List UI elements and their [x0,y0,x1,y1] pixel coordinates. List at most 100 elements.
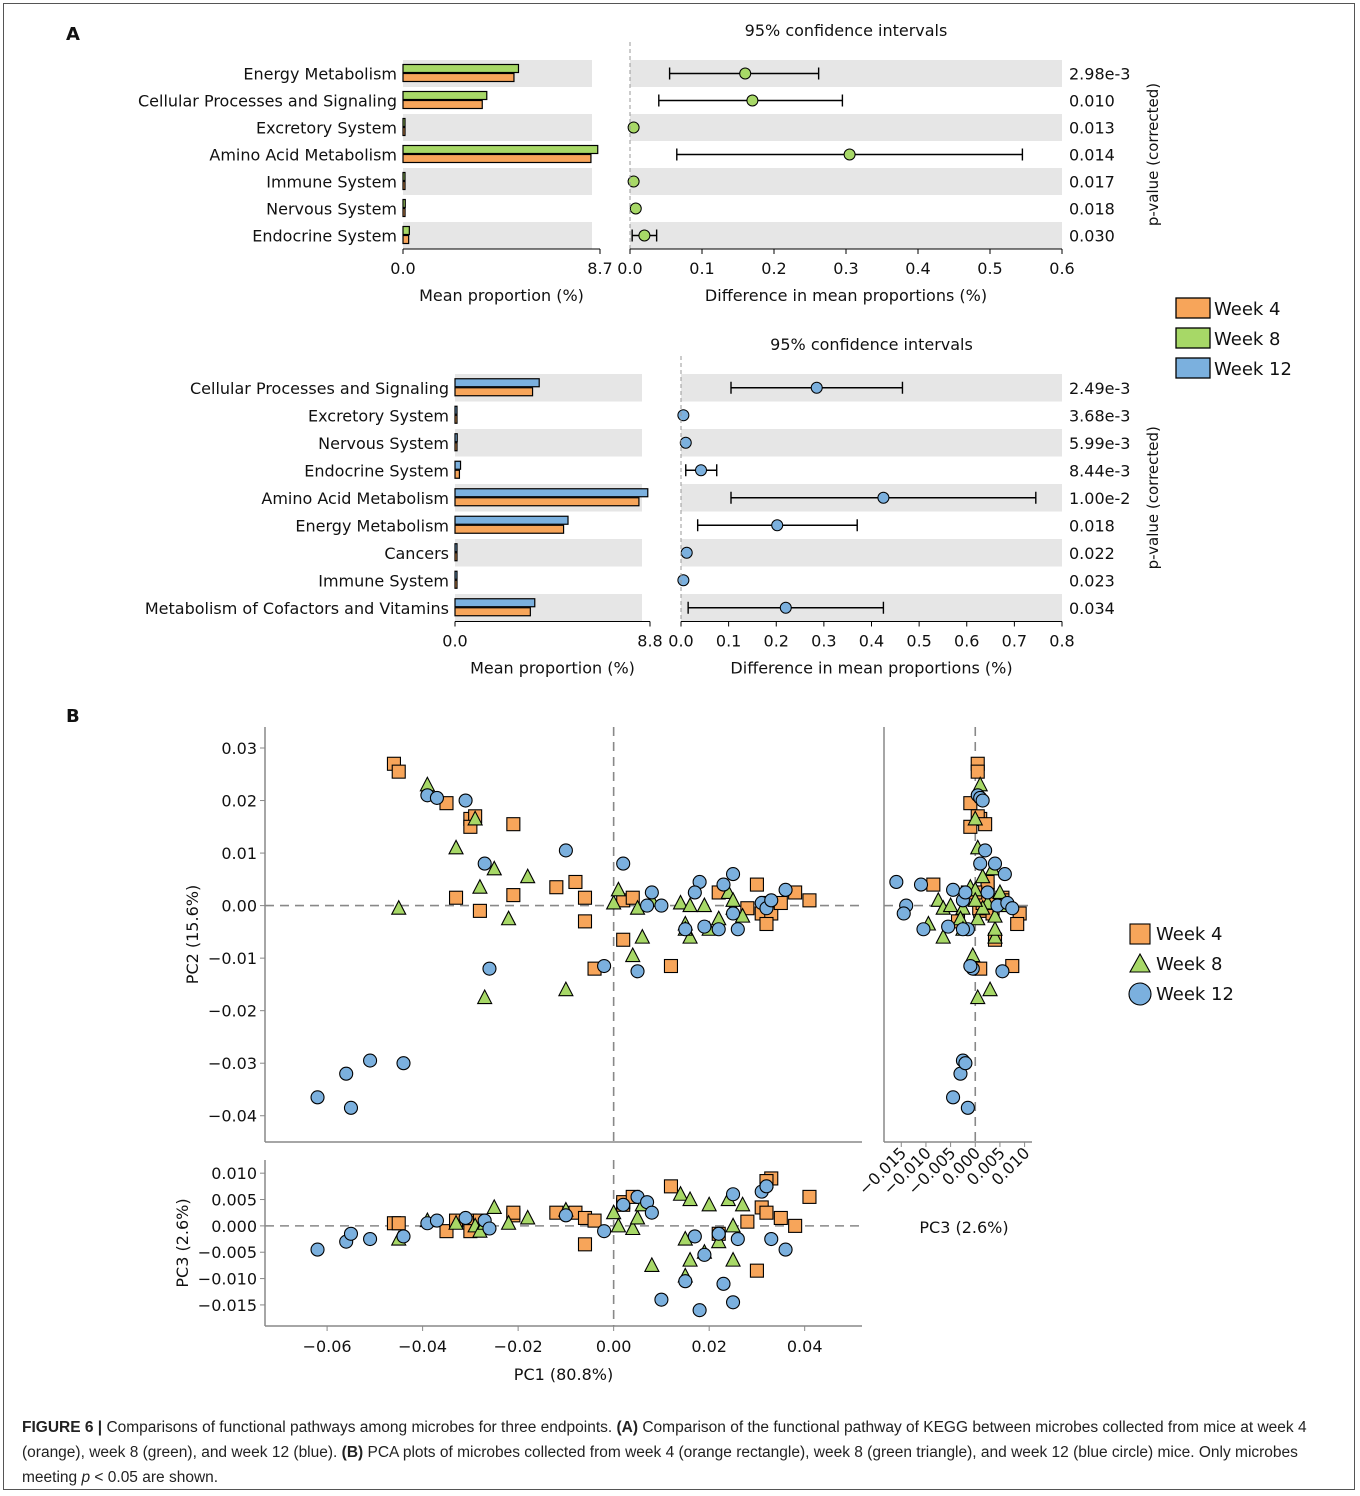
p-value: 0.022 [1069,544,1115,563]
pca-side-point-week-12 [913,877,929,892]
p-value: 2.98e-3 [1069,65,1130,84]
p-value-axis-title: p-value (corrected) [1144,83,1162,226]
diff-point [627,121,640,134]
pca-main-point-week-4 [506,888,521,903]
bar-week-4 [402,99,483,110]
bar-week-12 [454,543,458,553]
pca-bottom-point-week-8 [725,1251,741,1267]
pca-main-point-week-8 [467,810,484,826]
pca-side-point-week-8 [969,988,986,1005]
pca-main-point-week-12 [725,906,741,921]
category-label: Energy Metabolism [243,65,397,84]
category-label: Endocrine System [252,227,397,246]
pca-main-point-week-8 [557,980,574,997]
pca-side-point-week-4 [970,764,985,779]
pca-side-point-week-8 [987,928,1003,944]
diff-point [629,202,642,215]
pca-bottom-point-week-12 [692,1303,707,1318]
pc2-tick-label: −0.01 [208,949,257,968]
category-label: Metabolism of Cofactors and Vitamins [145,599,449,618]
diff-tick-label: 0.8 [1049,632,1074,651]
pca-side-point-week-12 [941,919,956,934]
pca-bottom-point-week-12 [697,1247,712,1262]
pca-side-point-week-12 [955,922,970,937]
bar-week-4 [402,126,406,137]
pca-side-point-week-8 [987,920,1003,936]
row-band [455,429,642,457]
bar-week-12 [454,598,536,608]
bar-week-4 [402,207,406,218]
pca-bottom-point-week-12 [725,1295,741,1310]
figure-canvas: A B 95% confidence intervals Energy Metabol… [66,21,1292,1384]
pca-main-point-week-12 [363,1053,378,1068]
diff-tick-label: 0.7 [1002,632,1027,651]
pca-bottom-point-week-8 [486,1198,503,1214]
diff-tick-label: 0.4 [859,632,884,651]
pca-bottom-point-week-12 [482,1221,497,1236]
pc2-tick-label: 0.03 [221,739,257,758]
pc3-tick-label: 0.005 [211,1191,257,1210]
pca-side-point-week-12 [980,885,995,900]
diff-point [843,148,856,161]
p-value: 0.014 [1069,146,1115,165]
diff-point [679,436,692,449]
pca-bottom-point-week-12 [725,1187,741,1202]
pca-bottom-point-week-8 [710,1232,727,1249]
bar-week-8 [402,117,406,128]
row-band [681,429,1062,457]
pca-main-point-week-12 [716,877,731,892]
pca-bottom-point-week-4 [759,1205,774,1220]
legend-b-circle [1128,982,1152,1006]
pca-main-point-week-8 [448,839,464,855]
pca-bottom-point-week-8 [643,1256,660,1272]
figure-caption: FIGURE 6 | Comparisons of functional pat… [22,1415,1342,1490]
pca-bottom-point-week-12 [711,1226,726,1241]
diff-point [746,94,759,107]
pca-bottom-point-week-12 [644,1205,659,1220]
row-band [681,539,1062,567]
pca-bottom-point-week-4 [802,1189,817,1204]
diff-point [779,601,792,614]
pca-main-point-week-12 [339,1066,354,1081]
category-label: Amino Acid Metabolism [209,146,397,165]
pca-main-point-week-4 [663,958,679,974]
diff-tick-label: 0.4 [905,259,930,278]
diff-point [677,409,690,422]
category-label: Immune System [318,571,449,590]
pca-side-point-week-12 [960,1100,975,1115]
pca-main-point-week-8 [472,878,488,894]
pca-bottom-point-week-4 [788,1218,803,1233]
pca-main-point-week-8 [605,894,622,910]
extended-error-chart-1: 95% confidence intervals Energy Metabolis… [138,21,1162,305]
pc2-tick-label: 0.00 [221,897,257,916]
diff-point [677,574,690,587]
category-label: Cellular Processes and Signaling [190,379,449,398]
category-label: Excretory System [256,119,397,138]
caption-b-label: (B) [341,1444,364,1461]
pca-main-point-week-12 [640,898,655,913]
pc1-tick-label: −0.06 [303,1337,352,1356]
pca-side-point-week-12 [963,958,978,974]
pca-bottom-point-week-8 [682,1190,698,1207]
pca-bottom-point-week-8 [624,1219,641,1236]
pca-side-point-week-12 [916,922,931,937]
pca-main-point-week-4 [506,817,521,832]
pca-side-point-week-12 [995,964,1010,979]
bar-tick-label: 0.0 [390,259,415,278]
extended-error-chart-2: 95% confidence intervals Cellular Process… [145,335,1162,678]
bar-week-4 [402,234,410,245]
diff-tick-label: 0.2 [764,632,789,651]
caption-p-symbol: p [81,1469,91,1486]
pca-main-point-week-12 [616,856,631,871]
pc3-tick-label: −0.005 [198,1243,257,1262]
pca-side-point-week-12 [958,1056,973,1071]
bar-week-12 [454,405,458,415]
diff-axis-title: Difference in mean proportions (%) [705,286,987,305]
pca-side-point-week-12 [997,867,1012,882]
diff-axis-title: Difference in mean proportions (%) [730,659,1012,678]
pca-main-point-week-12 [725,867,741,882]
pca-main-point-week-12 [458,793,473,808]
pca-main-point-week-12 [343,1100,359,1115]
row-band [403,168,592,195]
pca-main-point-week-4 [802,893,817,908]
